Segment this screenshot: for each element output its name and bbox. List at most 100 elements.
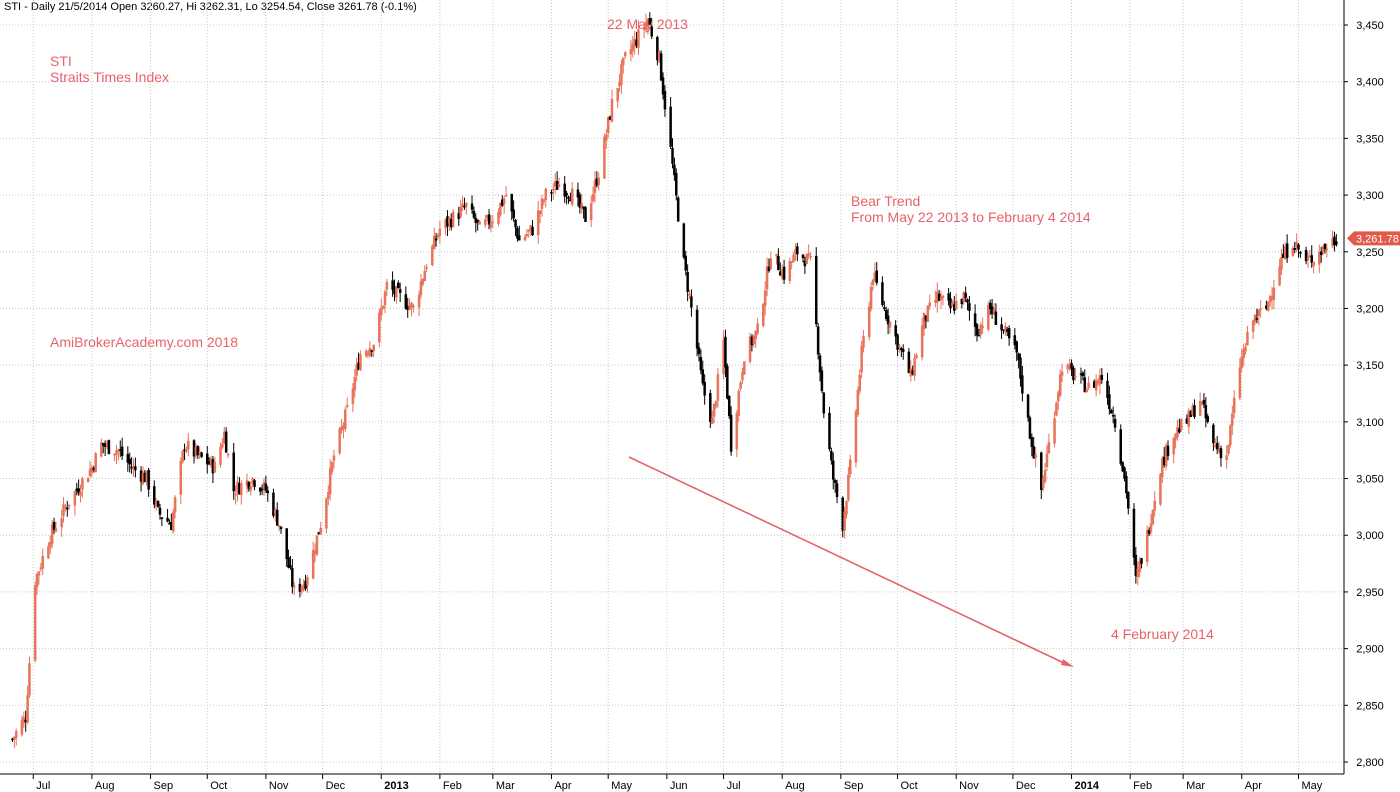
candle — [913, 353, 916, 381]
candle — [49, 535, 52, 554]
candle-body — [461, 203, 464, 208]
candle-body — [576, 189, 580, 198]
candle — [830, 447, 833, 465]
candle — [1291, 246, 1295, 257]
candle — [820, 366, 824, 394]
candle — [272, 488, 275, 518]
candle — [381, 305, 385, 310]
candle — [1323, 242, 1327, 254]
candle-body — [1108, 394, 1111, 410]
candle — [1132, 503, 1136, 566]
candle — [1293, 241, 1296, 254]
candle — [50, 520, 54, 549]
candle-body — [1212, 424, 1215, 444]
candle-body — [765, 266, 769, 290]
candle — [1085, 387, 1088, 393]
y-tick-label: 2,950 — [1356, 587, 1384, 599]
candle — [1013, 328, 1017, 350]
candle — [676, 195, 680, 222]
candle-body — [1202, 399, 1206, 405]
candle-body — [1021, 375, 1024, 394]
candle-body — [584, 206, 587, 223]
x-axis: Jul Aug Sep Oct Nov Dec 2013 Feb Mar Apr May Jun Jul… — [32, 774, 1323, 792]
candle-body — [1132, 508, 1136, 558]
candle-body — [1240, 356, 1244, 368]
candle — [404, 286, 408, 310]
candle — [484, 214, 487, 228]
candle-body — [661, 77, 665, 95]
candle — [1134, 547, 1138, 584]
candle — [894, 320, 897, 345]
candle — [1321, 244, 1325, 256]
candle-body — [648, 17, 652, 25]
candle-body — [1004, 326, 1007, 333]
candle — [459, 199, 462, 219]
candle-body — [67, 504, 71, 507]
candle — [353, 368, 357, 398]
candle — [656, 35, 659, 66]
gridlines — [0, 0, 1345, 775]
candle-body — [1015, 341, 1018, 353]
candle-body — [1297, 244, 1300, 250]
candle — [765, 257, 769, 297]
candle — [703, 374, 706, 405]
candle — [512, 200, 515, 222]
candle-body — [801, 254, 805, 259]
candle-body — [1255, 318, 1259, 320]
candle-body — [862, 336, 865, 348]
candle — [171, 508, 175, 534]
candle-body — [35, 573, 39, 588]
candle-body — [954, 300, 958, 309]
candle — [206, 446, 209, 474]
candle — [737, 388, 740, 422]
candle-body — [1280, 256, 1283, 270]
candle-body — [260, 488, 264, 491]
candle — [525, 229, 529, 238]
candle — [682, 222, 686, 260]
candle-body — [224, 431, 228, 453]
candle — [1058, 369, 1062, 398]
candle — [1026, 393, 1030, 422]
candle — [729, 406, 733, 456]
candle-body — [338, 428, 341, 454]
candle — [538, 209, 542, 224]
candle — [28, 656, 31, 698]
candle — [901, 344, 905, 360]
candle-body — [107, 440, 111, 455]
candle — [907, 348, 911, 374]
candle — [832, 452, 835, 490]
candle-body — [620, 64, 623, 85]
candle — [828, 406, 831, 452]
candle — [860, 340, 863, 379]
candle — [1043, 463, 1047, 484]
candle-body — [688, 294, 691, 296]
candle — [395, 285, 398, 304]
candle — [987, 301, 990, 332]
candle — [52, 517, 56, 534]
candle — [1227, 444, 1230, 456]
x-tick-label: Aug — [95, 780, 115, 792]
candle-body — [1057, 392, 1060, 402]
candle-body — [550, 192, 553, 194]
candle-body — [1026, 394, 1030, 418]
candle — [1147, 527, 1151, 537]
candle-body — [1325, 248, 1329, 251]
candle-body — [378, 312, 381, 343]
candle-body — [1153, 500, 1157, 511]
candle-body — [1028, 417, 1032, 439]
x-tick-label: 2013 — [384, 780, 408, 792]
candle-body — [327, 492, 330, 499]
candle-body — [115, 450, 118, 455]
candle — [224, 427, 228, 453]
candle-body — [1140, 558, 1143, 564]
candle — [100, 438, 103, 458]
candle — [567, 195, 570, 204]
candle-body — [796, 246, 799, 255]
candle — [26, 685, 29, 725]
candle — [610, 89, 614, 123]
candle — [671, 138, 674, 169]
candle-body — [1231, 413, 1234, 426]
candle-body — [659, 53, 663, 81]
candle — [1297, 242, 1300, 258]
candle — [805, 253, 809, 265]
